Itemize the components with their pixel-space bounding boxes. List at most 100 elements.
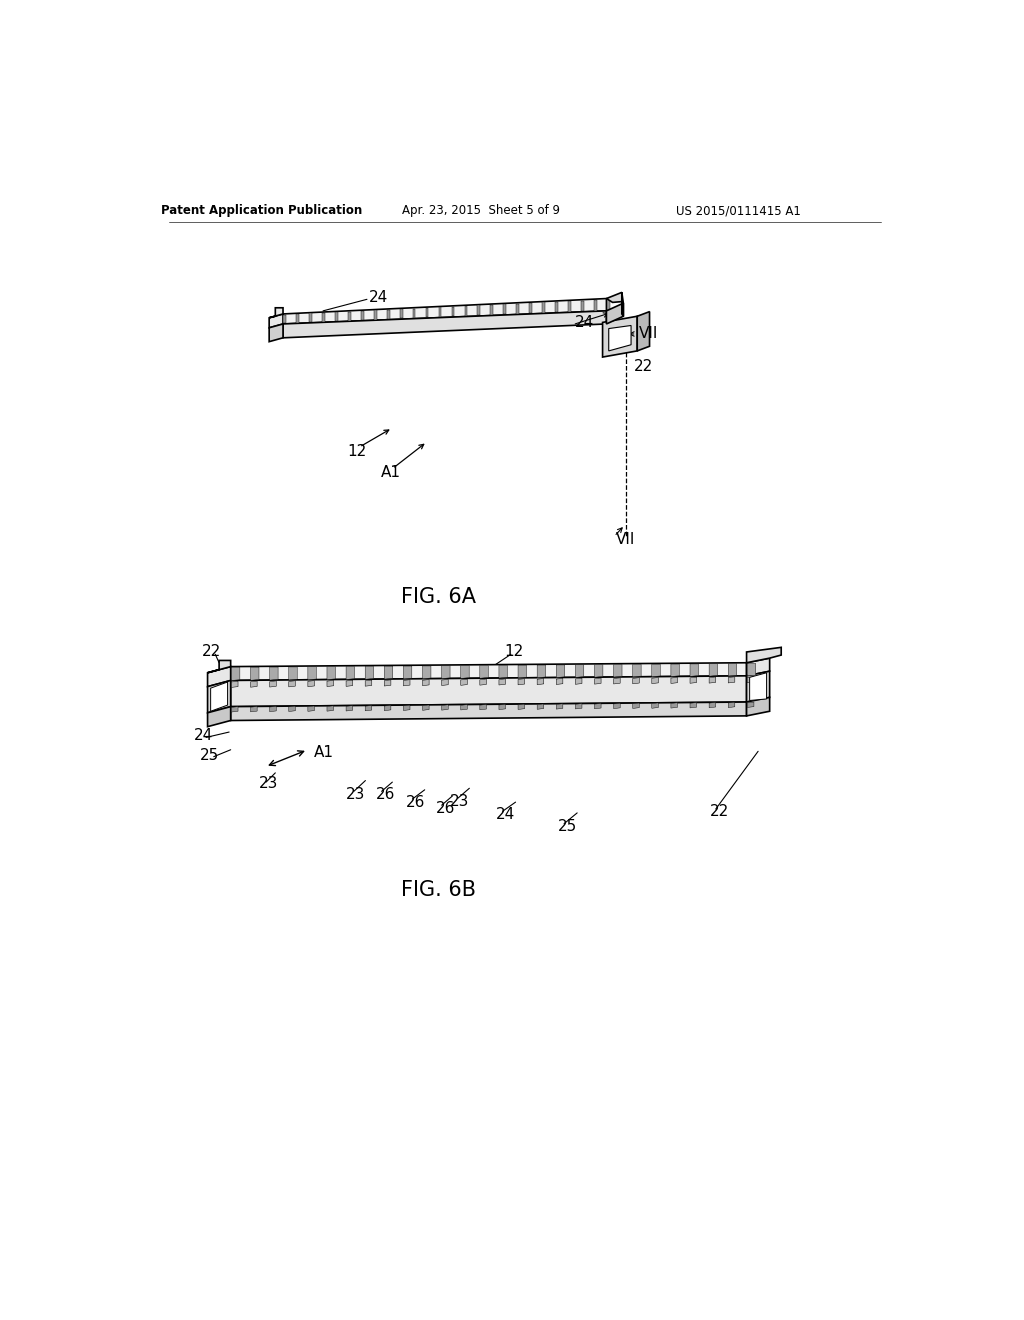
Polygon shape: [366, 680, 372, 686]
Polygon shape: [542, 302, 545, 313]
Polygon shape: [361, 312, 364, 319]
Polygon shape: [461, 705, 467, 710]
Polygon shape: [289, 706, 295, 711]
Polygon shape: [671, 664, 679, 677]
Polygon shape: [327, 680, 334, 686]
Polygon shape: [746, 697, 770, 715]
Polygon shape: [251, 706, 257, 711]
Polygon shape: [480, 678, 486, 685]
Polygon shape: [746, 659, 770, 676]
Polygon shape: [461, 665, 469, 678]
Polygon shape: [748, 677, 754, 682]
Polygon shape: [748, 702, 754, 708]
Polygon shape: [477, 305, 480, 315]
Polygon shape: [461, 680, 467, 685]
Polygon shape: [231, 668, 240, 681]
Polygon shape: [208, 667, 230, 686]
Text: Apr. 23, 2015  Sheet 5 of 9: Apr. 23, 2015 Sheet 5 of 9: [401, 205, 560, 218]
Text: 24: 24: [574, 315, 594, 330]
Polygon shape: [748, 664, 756, 676]
Polygon shape: [374, 310, 377, 319]
Text: 12: 12: [348, 444, 367, 458]
Text: Patent Application Publication: Patent Application Publication: [161, 205, 362, 218]
Polygon shape: [516, 304, 519, 314]
Polygon shape: [309, 313, 312, 322]
Polygon shape: [490, 305, 494, 314]
Polygon shape: [384, 705, 391, 710]
Text: 23: 23: [259, 776, 279, 791]
Polygon shape: [499, 665, 507, 678]
Polygon shape: [595, 704, 601, 709]
Polygon shape: [452, 306, 455, 317]
Polygon shape: [622, 293, 624, 317]
Polygon shape: [602, 317, 637, 358]
Polygon shape: [269, 667, 279, 680]
Polygon shape: [556, 665, 564, 677]
Polygon shape: [211, 682, 227, 711]
Polygon shape: [606, 304, 624, 323]
Polygon shape: [637, 312, 649, 351]
Polygon shape: [499, 678, 506, 685]
Polygon shape: [327, 706, 334, 711]
Polygon shape: [366, 705, 372, 711]
Polygon shape: [607, 300, 609, 310]
Text: 23: 23: [451, 793, 469, 809]
Polygon shape: [613, 704, 621, 709]
Polygon shape: [671, 702, 678, 708]
Text: A1: A1: [313, 746, 334, 760]
Polygon shape: [555, 302, 558, 313]
Polygon shape: [518, 678, 524, 685]
Polygon shape: [499, 705, 506, 710]
Polygon shape: [575, 678, 582, 684]
Text: 23: 23: [346, 787, 366, 803]
Text: 26: 26: [435, 801, 455, 816]
Text: FIG. 6B: FIG. 6B: [401, 880, 476, 900]
Polygon shape: [423, 680, 429, 685]
Polygon shape: [709, 664, 718, 676]
Polygon shape: [399, 309, 402, 318]
Polygon shape: [308, 706, 314, 711]
Polygon shape: [289, 681, 295, 686]
Polygon shape: [289, 667, 297, 680]
Polygon shape: [308, 681, 314, 686]
Polygon shape: [581, 301, 584, 312]
Polygon shape: [269, 323, 283, 342]
Polygon shape: [750, 673, 767, 701]
Text: 24: 24: [194, 729, 213, 743]
Polygon shape: [366, 667, 374, 680]
Polygon shape: [518, 665, 526, 678]
Text: 24: 24: [497, 807, 515, 822]
Polygon shape: [230, 676, 746, 706]
Polygon shape: [480, 665, 488, 678]
Text: 22: 22: [634, 359, 653, 374]
Polygon shape: [608, 326, 631, 351]
Polygon shape: [652, 677, 658, 684]
Polygon shape: [335, 313, 338, 321]
Polygon shape: [480, 705, 486, 710]
Text: 26: 26: [376, 787, 395, 803]
Text: FIG. 6A: FIG. 6A: [401, 587, 476, 607]
Polygon shape: [296, 314, 299, 322]
Polygon shape: [690, 664, 698, 676]
Polygon shape: [652, 664, 660, 677]
Polygon shape: [613, 677, 621, 684]
Text: VII: VII: [615, 532, 635, 546]
Text: 22: 22: [202, 644, 221, 659]
Polygon shape: [518, 704, 524, 709]
Polygon shape: [613, 664, 622, 677]
Polygon shape: [346, 706, 352, 711]
Text: VII: VII: [639, 326, 658, 342]
Polygon shape: [384, 667, 393, 678]
Polygon shape: [606, 293, 622, 302]
Polygon shape: [283, 298, 606, 323]
Polygon shape: [746, 647, 781, 663]
Polygon shape: [269, 706, 276, 711]
Text: 26: 26: [407, 795, 426, 809]
Polygon shape: [346, 680, 352, 686]
Polygon shape: [595, 678, 601, 684]
Polygon shape: [441, 705, 449, 710]
Polygon shape: [284, 314, 286, 323]
Polygon shape: [746, 671, 770, 702]
Polygon shape: [426, 308, 428, 317]
Polygon shape: [690, 677, 696, 684]
